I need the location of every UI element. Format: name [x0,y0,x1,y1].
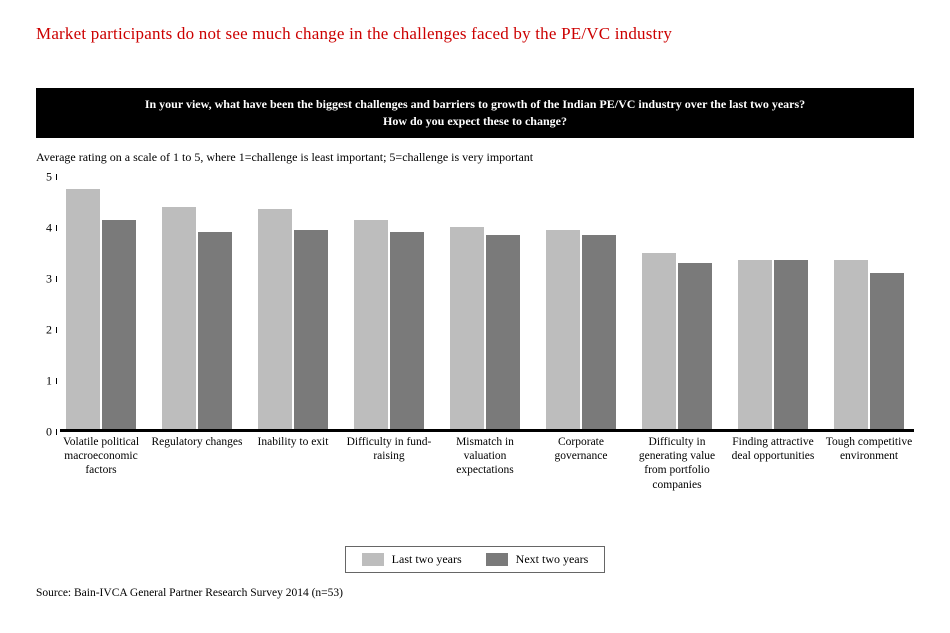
y-tick-label: 4 [46,220,52,235]
legend-swatch-2 [486,553,508,566]
y-tick-label: 0 [46,424,52,439]
y-tick-label: 2 [46,322,52,337]
legend-box: Last two years Next two years [345,546,606,573]
page-title: Market participants do not see much chan… [36,24,914,44]
question-bar: In your view, what have been the biggest… [36,88,914,138]
bar [486,235,520,429]
legend-item-next-two-years: Next two years [486,552,589,567]
x-axis-label: Tough competitive environment [822,435,917,464]
bar [354,220,388,429]
legend-item-last-two-years: Last two years [362,552,462,567]
x-axis-label: Regulatory changes [150,435,245,449]
y-tick-label: 1 [46,373,52,388]
y-tick-label: 5 [46,169,52,184]
legend-swatch-1 [362,553,384,566]
plot-area [60,177,914,432]
bar [450,227,484,428]
bar-group [738,260,808,428]
bar-group [354,220,424,429]
bar [678,263,712,429]
x-axis-label: Inability to exit [246,435,341,449]
bar [390,232,424,428]
y-axis: 012345 [36,177,56,432]
bar [162,207,196,429]
bar-group [834,260,904,428]
x-axis-label: Difficulty in generating value from port… [630,435,725,493]
bar [258,209,292,428]
bar-group [162,207,232,429]
question-line-1: In your view, what have been the biggest… [56,96,894,113]
bar [738,260,772,428]
legend-label-2: Next two years [516,552,589,567]
bar-group [258,209,328,428]
bar [642,253,676,429]
bar-chart: 012345 Volatile political macroeconomic … [36,177,914,462]
source-note: Source: Bain-IVCA General Partner Resear… [36,587,914,599]
bar [102,220,136,429]
bar [582,235,616,429]
bar-group [66,189,136,429]
bar [774,260,808,428]
x-axis-label: Mismatch in valuation expectations [438,435,533,478]
x-axis-label: Volatile political macroeconomic factors [54,435,149,478]
bar [294,230,328,429]
bar-group [642,253,712,429]
bar [66,189,100,429]
bar [870,273,904,429]
x-axis-label: Difficulty in fund-raising [342,435,437,464]
bar-group [546,230,616,429]
y-tick-label: 3 [46,271,52,286]
question-line-2: How do you expect these to change? [56,113,894,130]
bar [198,232,232,428]
x-axis-label: Finding attractive deal opportunities [726,435,821,464]
x-axis-label: Corporate governance [534,435,629,464]
bar [834,260,868,428]
legend-label-1: Last two years [392,552,462,567]
bar-group [450,227,520,428]
bar [546,230,580,429]
chart-subtitle: Average rating on a scale of 1 to 5, whe… [36,150,914,165]
legend: Last two years Next two years [36,546,914,573]
